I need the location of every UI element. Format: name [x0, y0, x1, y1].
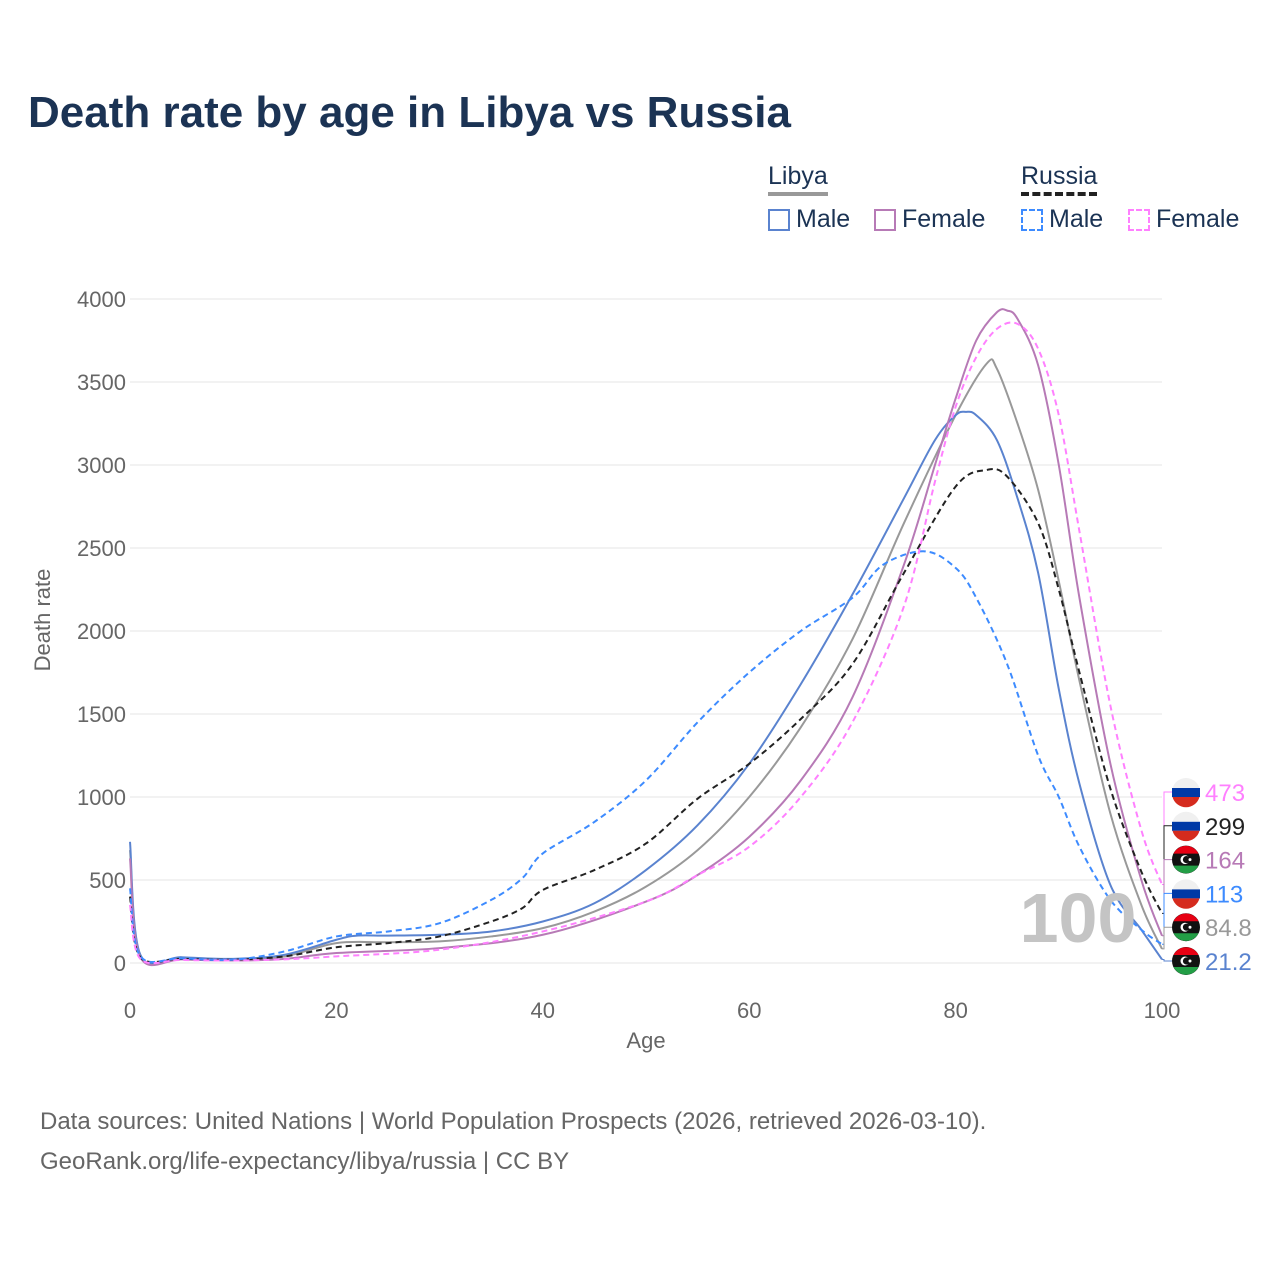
y-tick-label: 3500 — [77, 370, 126, 395]
legend-group-label: Russia — [1021, 162, 1098, 190]
russia-flag-icon — [1172, 797, 1200, 808]
legend-dashed-line — [1021, 192, 1098, 196]
legend-label: Male — [796, 205, 851, 233]
end-value-label: 21.2 — [1205, 949, 1252, 976]
libya-flag-icon — [1173, 845, 1199, 854]
legend-group-label: Libya — [768, 162, 828, 190]
star-icon — [1188, 858, 1192, 862]
series-line-russia-male — [129, 550, 1163, 963]
star-icon — [1188, 959, 1192, 963]
y-tick-label: 0 — [114, 951, 126, 976]
crescent-icon — [1182, 923, 1191, 931]
x-tick-label: 100 — [1144, 998, 1181, 1023]
y-tick-label: 500 — [89, 868, 126, 893]
end-value-label: 113 — [1205, 881, 1243, 908]
footer-sources: Data sources: United Nations | World Pop… — [40, 1108, 987, 1135]
legend-item-libya-male[interactable]: Male — [768, 205, 850, 234]
y-axis-title: Death rate — [30, 569, 55, 672]
x-tick-label: 60 — [737, 998, 761, 1023]
russia-flag-icon — [1172, 788, 1200, 797]
label-connector — [1162, 926, 1172, 950]
swatch — [1128, 208, 1150, 231]
legend-group-russia[interactable]: Russia — [1021, 162, 1098, 196]
label-connector — [1162, 958, 1172, 962]
star-icon — [1188, 925, 1192, 929]
russia-flag-icon — [1172, 821, 1200, 831]
legend-label: Female — [1156, 205, 1240, 233]
libya-flag-icon — [1173, 933, 1199, 941]
series-line-libya — [129, 358, 1163, 966]
russia-flag-icon — [1172, 830, 1200, 842]
legend-item-russia-female[interactable]: Female — [1128, 205, 1239, 234]
series-line-libya-male — [129, 410, 1163, 965]
y-tick-label: 1000 — [77, 785, 126, 810]
series-line-libya-female — [129, 308, 1163, 967]
y-tick-label: 2000 — [77, 619, 126, 644]
x-tick-label: 80 — [943, 998, 967, 1023]
russia-flag-icon — [1172, 898, 1200, 909]
y-tick-label: 2500 — [77, 536, 126, 561]
libya-flag-icon — [1173, 913, 1199, 922]
footer-link[interactable]: GeoRank.org/life-expectancy/libya/russia… — [40, 1148, 570, 1175]
libya-flag-icon — [1173, 947, 1199, 955]
x-axis-title: Age — [626, 1028, 665, 1053]
russia-flag-icon — [1172, 889, 1200, 899]
x-tick-label: 0 — [124, 998, 136, 1023]
swatch — [874, 208, 896, 231]
legend-item-russia-male[interactable]: Male — [1021, 205, 1103, 234]
legend-label: Male — [1049, 205, 1104, 233]
chart-title: Death rate by age in Libya vs Russia — [28, 88, 791, 137]
y-tick-label: 3000 — [77, 453, 126, 478]
crescent-icon — [1182, 856, 1191, 864]
swatch — [1021, 208, 1043, 231]
libya-flag-icon — [1173, 967, 1199, 975]
series-line-russia-female — [129, 321, 1163, 965]
label-connector — [1162, 892, 1172, 945]
libya-flag-icon — [1173, 865, 1199, 874]
x-tick-label: 20 — [324, 998, 348, 1023]
end-value-label: 473 — [1205, 780, 1245, 807]
legend-group-libya[interactable]: Libya — [768, 162, 828, 196]
y-tick-label: 4000 — [77, 287, 126, 312]
series-line-russia — [129, 468, 1163, 964]
end-value-label: 164 — [1205, 848, 1245, 875]
crescent-icon — [1182, 957, 1191, 965]
age-watermark: 100 — [1020, 879, 1137, 957]
swatch — [768, 208, 790, 231]
legend-item-libya-female[interactable]: Female — [874, 205, 985, 234]
x-tick-label: 40 — [531, 998, 555, 1023]
end-value-label: 299 — [1205, 814, 1245, 841]
end-value-label: 84.8 — [1205, 915, 1252, 942]
legend-solid-line — [768, 192, 828, 196]
y-tick-label: 1500 — [77, 702, 126, 727]
legend-label: Female — [902, 205, 986, 233]
